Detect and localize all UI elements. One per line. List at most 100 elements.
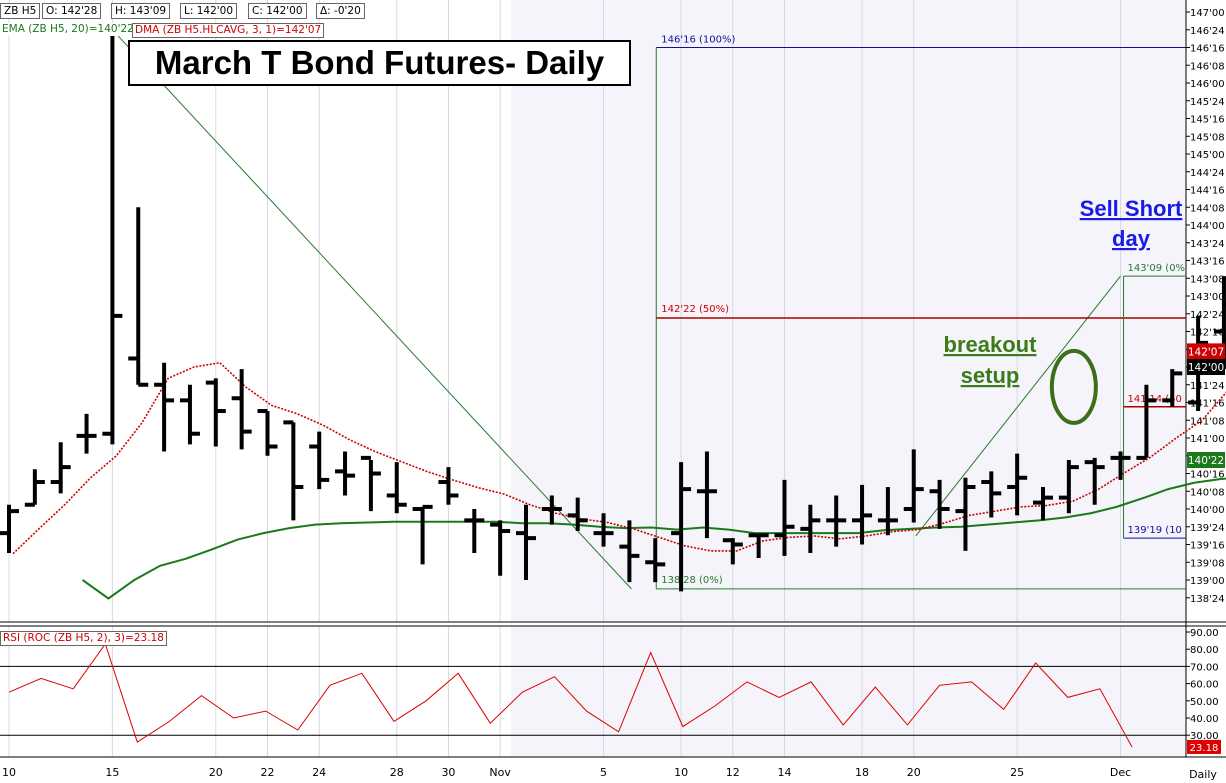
ohlc-bar (283, 420, 304, 521)
ohlc-bar (567, 497, 588, 532)
x-tick-label: 18 (855, 766, 869, 779)
price-marker-label: 142'07 (1188, 346, 1224, 358)
price-marker-box (1187, 359, 1225, 375)
rsi-panel-shade (511, 626, 1186, 757)
breakout-text-1: breakout (944, 332, 1038, 357)
ohlc-bar (955, 477, 976, 551)
ohlc-bar (1007, 453, 1028, 516)
ohlc-bar (516, 504, 536, 580)
rsi-y-tick-label: 90.00 (1190, 628, 1219, 639)
header-symbol: ZB H5 (0, 3, 41, 19)
x-tick-label: 10 (674, 766, 688, 779)
y-tick-label: 147'00 (1190, 8, 1225, 19)
ohlc-bar (412, 504, 433, 565)
y-tick-label: 141'00 (1190, 434, 1225, 445)
x-tick-label: 10 (2, 766, 16, 779)
x-tick-label: 20 (209, 766, 223, 779)
y-tick-label: 140'16 (1190, 470, 1225, 481)
x-tick-label: 20 (907, 766, 921, 779)
header-close: C: 142'00 (248, 3, 307, 19)
ema-line (81, 477, 1226, 600)
fib2-label-0: 143'09 (0% (1128, 263, 1186, 274)
price-marker-box (1187, 452, 1225, 469)
price-marker-label: 142'00 (1188, 362, 1224, 374)
ohlc-bar (50, 442, 71, 494)
ohlc-bar (128, 207, 149, 387)
ohlc-bar (929, 479, 950, 529)
x-tick-label: 30 (441, 766, 455, 779)
y-tick-label: 139'24 (1190, 523, 1225, 534)
y-tick-label: 145'00 (1190, 150, 1225, 161)
x-tick-label: 12 (726, 766, 740, 779)
sell-short-text-2: day (1112, 226, 1151, 251)
y-tick-label: 144'16 (1190, 186, 1225, 197)
ema-label: EMA (ZB H5, 20)=140'22 (0, 23, 136, 36)
y-tick-label: 144'08 (1190, 203, 1225, 214)
dma-label: DMA (ZB H5.HLCAVG, 3, 1)=142'07 (132, 23, 325, 38)
y-tick-label: 143'16 (1190, 257, 1225, 268)
ohlc-bar (205, 378, 226, 447)
rsi-label: RSI (ROC (ZB H5, 2), 3)=23.18 (0, 631, 167, 646)
y-tick-label: 146'00 (1190, 79, 1225, 90)
ohlc-bar (24, 469, 45, 507)
rsi-y-tick-label: 80.00 (1190, 645, 1219, 656)
ohlc-bar (464, 509, 485, 554)
rsi-y-tick-label: 60.00 (1190, 680, 1219, 691)
ohlc-bar (1110, 451, 1131, 480)
ohlc-bar (257, 409, 278, 456)
ohlc-bar (1084, 457, 1105, 505)
ohlc-bar (877, 486, 898, 536)
y-tick-label: 141'16 (1190, 399, 1225, 410)
y-tick-label: 143'00 (1190, 292, 1225, 303)
ohlc-bar (1136, 384, 1157, 460)
ohlc-bar (800, 504, 821, 554)
y-tick-label: 143'08 (1190, 274, 1225, 285)
rsi-y-tick-label: 50.00 (1190, 697, 1219, 708)
x-tick-label: 5 (600, 766, 607, 779)
y-tick-label: 141'08 (1190, 416, 1225, 427)
y-tick-label: 142'16 (1190, 328, 1225, 339)
ohlc-bar (76, 413, 97, 454)
y-tick-label: 140'00 (1190, 505, 1225, 516)
y-tick-label: 145'24 (1190, 97, 1225, 108)
trend-line-up (915, 275, 1121, 537)
y-tick-label: 140'08 (1190, 487, 1225, 498)
x-tick-label: Dec (1110, 766, 1131, 779)
ohlc-bar (438, 467, 459, 505)
ohlc-bar (179, 384, 200, 445)
breakout-circle (1049, 348, 1098, 425)
chart-title: March T Bond Futures- Daily (128, 40, 631, 86)
y-tick-label: 138'24 (1190, 594, 1225, 605)
ohlc-bar (335, 451, 356, 496)
fib-label-50: 142'22 (50%) (661, 304, 729, 315)
ohlc-bar (696, 451, 717, 539)
ohlc-bar (1058, 460, 1079, 514)
trend-line-down (112, 29, 632, 590)
ohlc-bar (619, 520, 640, 583)
x-tick-label: 24 (312, 766, 326, 779)
x-tick-label: Nov (489, 766, 511, 779)
y-tick-label: 141'24 (1190, 381, 1225, 392)
breakout-text-2: setup (961, 363, 1020, 388)
ohlc-bar (1162, 369, 1183, 407)
y-tick-label: 144'00 (1190, 221, 1225, 232)
header-low: L: 142'00 (180, 3, 238, 19)
ohlc-bar (490, 520, 511, 576)
ohlc-bar (231, 369, 252, 450)
price-panel-shade (511, 0, 1186, 622)
ohlc-bar (360, 455, 381, 512)
ohlc-bar (386, 462, 407, 514)
y-tick-label: 139'00 (1190, 576, 1225, 587)
y-tick-label: 146'24 (1190, 26, 1225, 37)
x-tick-label: 25 (1010, 766, 1024, 779)
ohlc-bar (645, 538, 666, 583)
rsi-y-tick-label: 70.00 (1190, 662, 1219, 673)
ohlc-bar (748, 533, 769, 558)
ohlc-bar (102, 29, 123, 445)
price-marker-label: 140'22 (1188, 455, 1224, 467)
ohlc-bar (593, 513, 614, 547)
y-tick-label: 146'08 (1190, 61, 1225, 72)
rsi-y-tick-label: 40.00 (1190, 714, 1219, 725)
